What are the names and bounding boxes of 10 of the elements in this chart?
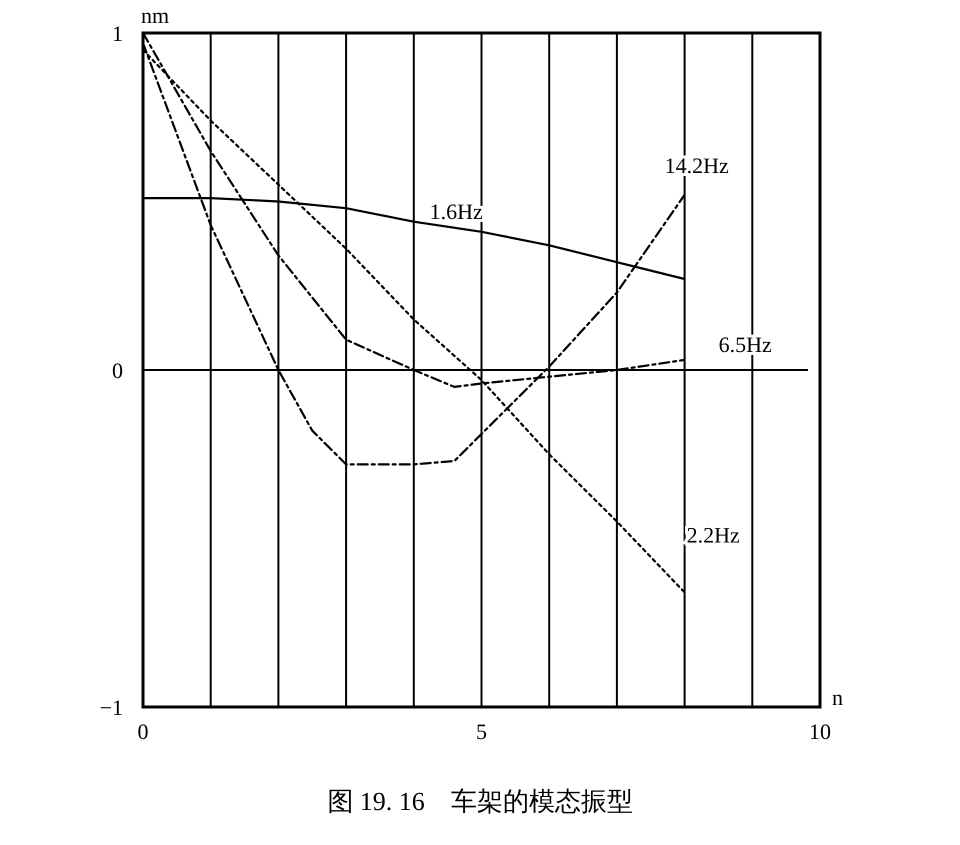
series-label: 2.2Hz xyxy=(686,522,740,548)
y-tick-label: −1 xyxy=(100,695,123,720)
x-tick-label: 0 xyxy=(138,719,148,744)
y-tick-label: 1 xyxy=(112,21,123,46)
x-axis-title: n xyxy=(832,685,843,710)
y-axis-title: nm xyxy=(141,3,170,28)
x-tick-label: 5 xyxy=(476,719,487,744)
y-tick-label: 0 xyxy=(112,358,123,383)
x-tick-label: 10 xyxy=(809,719,831,744)
caption: 图 19. 16 车架的模态振型 xyxy=(327,787,633,816)
